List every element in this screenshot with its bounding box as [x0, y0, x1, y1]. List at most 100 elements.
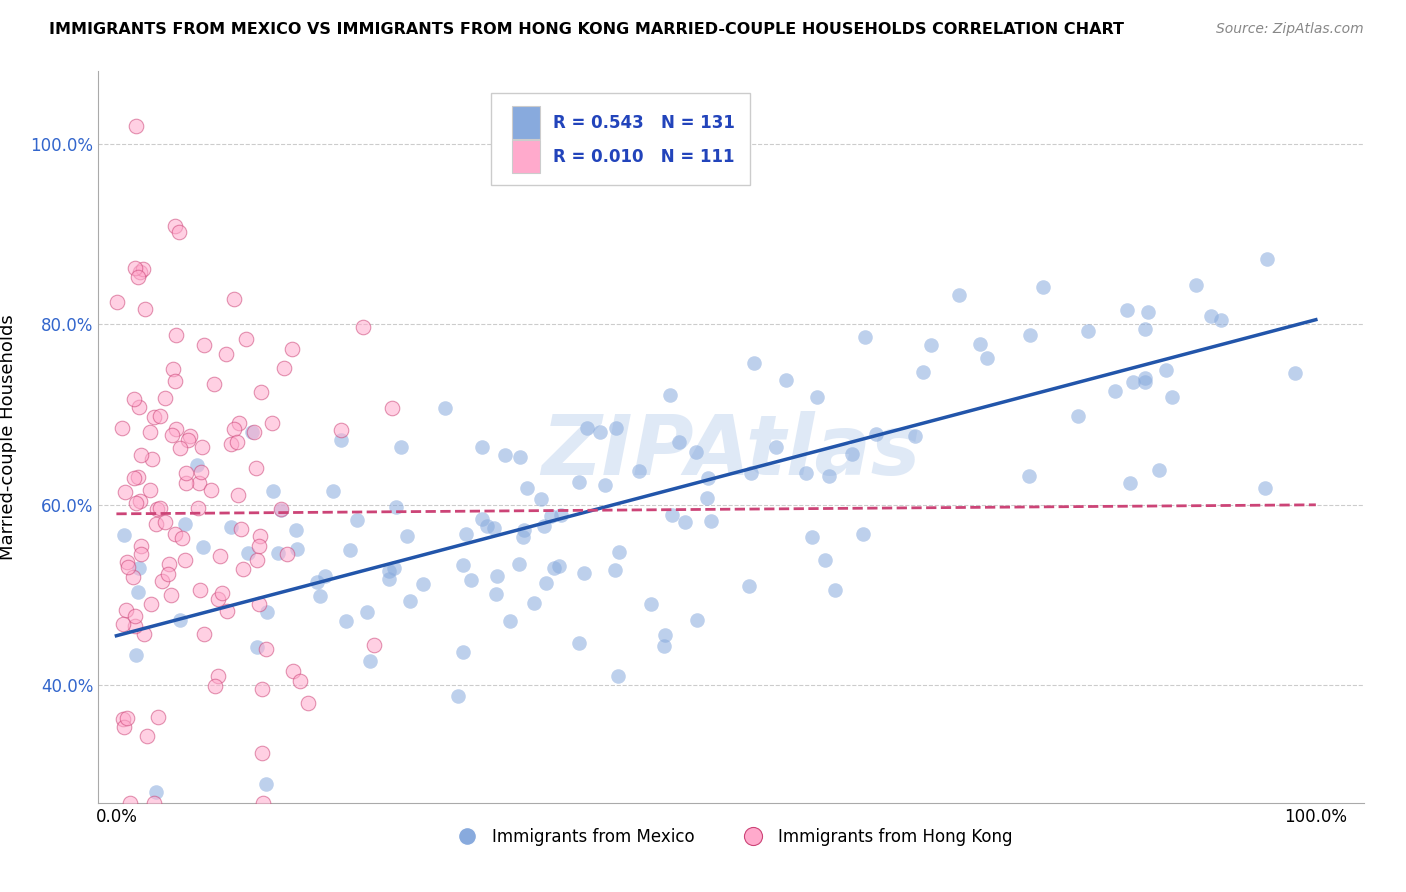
Point [187, 501, 209, 516]
Text: ZIPAtlas: ZIPAtlas [541, 411, 921, 492]
Text: R = 0.010   N = 111: R = 0.010 N = 111 [553, 148, 734, 166]
Point [215, 347, 238, 361]
Point [122, 570, 145, 584]
Point [124, 608, 146, 623]
Point [145, 516, 167, 531]
Point [640, 597, 662, 611]
Point [236, 546, 259, 560]
Point [193, 626, 215, 640]
Point [222, 422, 245, 436]
Point [124, 261, 146, 276]
Point [695, 491, 717, 506]
Point [186, 458, 208, 472]
Point [231, 522, 253, 536]
Point [281, 664, 304, 678]
Point [262, 417, 284, 431]
Point [169, 613, 191, 627]
Point [912, 365, 935, 379]
Point [112, 527, 135, 541]
Point [339, 542, 361, 557]
Y-axis label: Married-couple Households: Married-couple Households [0, 314, 17, 560]
Point [204, 679, 226, 693]
Point [796, 466, 818, 480]
Point [607, 545, 630, 559]
Point [398, 593, 420, 607]
Point [697, 471, 720, 485]
Point [211, 586, 233, 600]
Point [179, 428, 201, 442]
Point [252, 681, 274, 696]
Point [335, 615, 357, 629]
Point [132, 262, 155, 277]
Point [273, 360, 295, 375]
Point [235, 332, 257, 346]
Point [1184, 278, 1206, 293]
Point [118, 796, 141, 810]
Point [115, 602, 138, 616]
Point [508, 558, 530, 572]
Point [1077, 324, 1099, 338]
Point [378, 572, 401, 586]
Point [134, 302, 156, 317]
Point [1147, 463, 1170, 477]
Point [853, 330, 876, 344]
Point [627, 464, 650, 478]
Text: R = 0.543   N = 131: R = 0.543 N = 131 [553, 113, 734, 131]
Point [111, 421, 134, 435]
Point [485, 587, 508, 601]
Point [515, 481, 537, 495]
Point [471, 511, 494, 525]
Point [114, 484, 136, 499]
Point [969, 337, 991, 351]
Point [174, 517, 197, 532]
Point [1032, 280, 1054, 294]
Point [128, 493, 150, 508]
Point [322, 483, 344, 498]
Point [948, 288, 970, 302]
Point [314, 569, 336, 583]
Point [112, 617, 135, 632]
Point [190, 440, 212, 454]
Point [191, 540, 214, 554]
Point [740, 466, 762, 480]
Point [202, 376, 225, 391]
Point [188, 476, 211, 491]
Bar [512, 140, 540, 173]
Point [207, 591, 229, 606]
Point [170, 532, 193, 546]
Point [174, 466, 197, 480]
Point [285, 542, 308, 557]
Point [1135, 376, 1157, 390]
Point [256, 605, 278, 619]
Point [226, 488, 249, 502]
Point [512, 530, 534, 544]
Point [215, 604, 238, 618]
Point [246, 640, 269, 654]
Point [447, 690, 470, 704]
Point [281, 343, 304, 357]
Point [486, 569, 509, 583]
Point [605, 563, 627, 577]
Point [654, 628, 676, 642]
Point [595, 477, 617, 491]
Point [290, 674, 312, 689]
Point [127, 584, 149, 599]
Point [128, 561, 150, 575]
Point [249, 528, 271, 542]
Point [190, 466, 212, 480]
Point [146, 501, 169, 516]
Point [352, 320, 374, 334]
Point [150, 574, 173, 589]
Point [607, 669, 630, 683]
Point [865, 426, 887, 441]
Point [309, 589, 332, 603]
Point [1284, 366, 1306, 380]
Point [534, 575, 557, 590]
Point [245, 460, 267, 475]
Point [673, 515, 696, 529]
Point [976, 351, 998, 366]
Point [297, 696, 319, 710]
Point [359, 654, 381, 668]
Point [145, 785, 167, 799]
Point [188, 582, 211, 597]
